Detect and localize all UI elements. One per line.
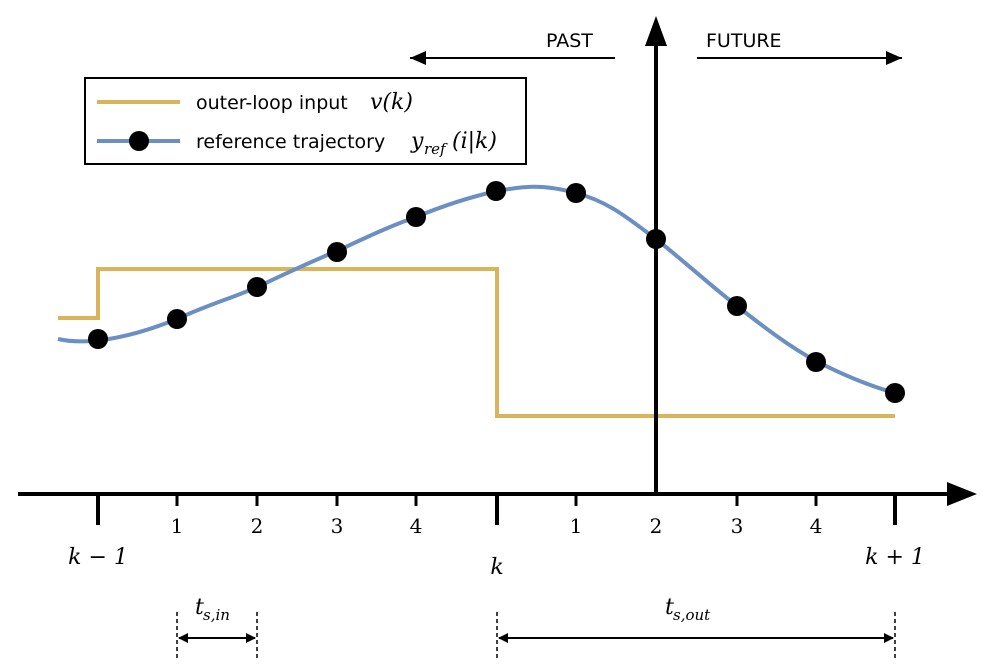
legend-input-math: v(k) — [370, 90, 413, 115]
tick-label: 2 — [251, 514, 264, 538]
legend-ref-math-base: y — [410, 129, 424, 154]
legend-ref-math-sub: ref — [424, 140, 448, 158]
reference-trajectory-line — [57, 184, 896, 395]
past-label: PAST — [546, 30, 593, 52]
ref-point — [727, 296, 747, 316]
ref-point — [486, 181, 506, 201]
tick-label: 1 — [171, 514, 184, 538]
label-k-plus-1: k + 1 — [865, 545, 925, 570]
ref-point — [247, 277, 267, 297]
time-axis-head — [947, 482, 977, 506]
legend-frame — [84, 77, 527, 165]
legend-ref-label: reference trajectory — [196, 131, 385, 153]
tick-label: 2 — [650, 514, 663, 538]
tick-label: 4 — [810, 514, 823, 538]
reference-markers — [88, 181, 905, 403]
ref-point — [406, 207, 426, 227]
outer-loop-input-line — [58, 267, 895, 418]
legend: outer-loop input v(k) reference trajecto… — [84, 77, 527, 165]
future-arrow-head — [886, 51, 902, 65]
tick-label: 1 — [570, 514, 583, 538]
ref-point — [566, 183, 586, 203]
future-label: FUTURE — [706, 30, 782, 52]
ref-point — [327, 242, 347, 262]
vertical-axis-head — [645, 16, 667, 46]
legend-ref-math-args: (i|k) — [452, 129, 497, 154]
ref-point — [885, 383, 905, 403]
legend-input-label: outer-loop input — [196, 92, 348, 114]
ts-out-label-base: t — [665, 595, 674, 620]
ts-in-label-sub: s,in — [203, 606, 230, 624]
label-k: k — [490, 555, 503, 580]
label-k-minus-1: k − 1 — [68, 545, 128, 570]
tick-label: 3 — [731, 514, 744, 538]
ts-in-label-base: t — [195, 595, 204, 620]
ref-point — [167, 309, 187, 329]
ref-point — [88, 329, 108, 349]
past-arrow-head — [410, 51, 426, 65]
legend-ref-marker — [129, 131, 149, 151]
ts-out-label-sub: s,out — [673, 606, 711, 624]
tick-label: 3 — [331, 514, 344, 538]
ref-point — [806, 352, 826, 372]
tick-label: 4 — [410, 514, 423, 538]
